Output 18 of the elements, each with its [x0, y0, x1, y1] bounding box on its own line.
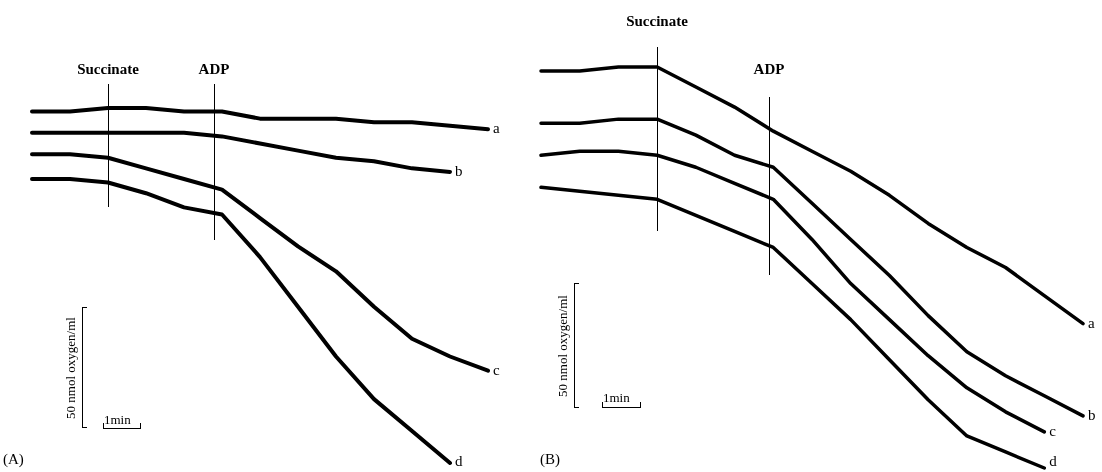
- series-label: b: [455, 162, 463, 179]
- annotation: (A): [3, 451, 24, 467]
- annotation: ADP: [753, 61, 785, 77]
- series-label: a: [1088, 314, 1095, 331]
- text: Succinate: [77, 61, 139, 77]
- annotation: 1min: [104, 412, 131, 427]
- annotation: 50 nmol oxygen/ml: [554, 295, 570, 397]
- text: ADP: [198, 61, 230, 77]
- annotation: 1min: [603, 390, 630, 405]
- series-label: c: [1049, 422, 1057, 439]
- series-label: d: [1049, 452, 1058, 469]
- series-label: c: [493, 361, 500, 378]
- series-label: a: [493, 120, 500, 137]
- annotation: (B): [540, 451, 560, 467]
- text: Succinate: [626, 13, 688, 29]
- annotation: 50 nmol oxygen/ml: [62, 317, 78, 419]
- series-label: d: [455, 452, 463, 469]
- series-label: b: [1088, 406, 1096, 423]
